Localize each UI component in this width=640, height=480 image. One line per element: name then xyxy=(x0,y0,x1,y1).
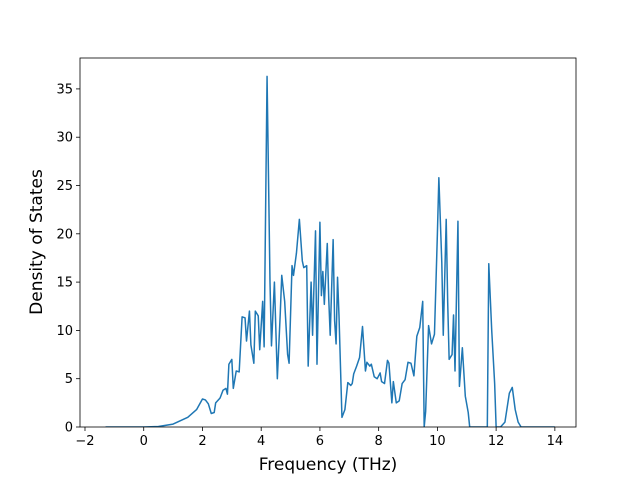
x-tick-label: 12 xyxy=(488,434,505,449)
y-axis-label: Density of States xyxy=(27,169,47,315)
y-tick-label: 10 xyxy=(56,324,73,339)
x-tick-label: 14 xyxy=(547,434,564,449)
y-tick-label: 30 xyxy=(56,131,73,146)
y-tick-label: 5 xyxy=(65,372,73,387)
y-tick-label: 20 xyxy=(56,227,73,242)
series-line xyxy=(105,75,555,427)
y-tick-label: 0 xyxy=(65,421,73,436)
x-tick-label: 0 xyxy=(140,434,148,449)
plot-frame xyxy=(79,57,577,428)
x-tick-label: 10 xyxy=(429,434,446,449)
x-tick-label: 4 xyxy=(257,434,265,449)
y-tick-label: 15 xyxy=(56,276,73,291)
plot-clip xyxy=(105,75,555,427)
x-tick-label: 8 xyxy=(375,434,383,449)
y-tick-label: 35 xyxy=(56,82,73,97)
y-tick-label: 25 xyxy=(56,179,73,194)
plot-area xyxy=(80,58,576,427)
x-tick-label: 6 xyxy=(316,434,324,449)
x-axis-label: Frequency (THz) xyxy=(259,455,398,475)
x-tick-label: −2 xyxy=(75,434,94,449)
x-tick-label: 2 xyxy=(198,434,206,449)
